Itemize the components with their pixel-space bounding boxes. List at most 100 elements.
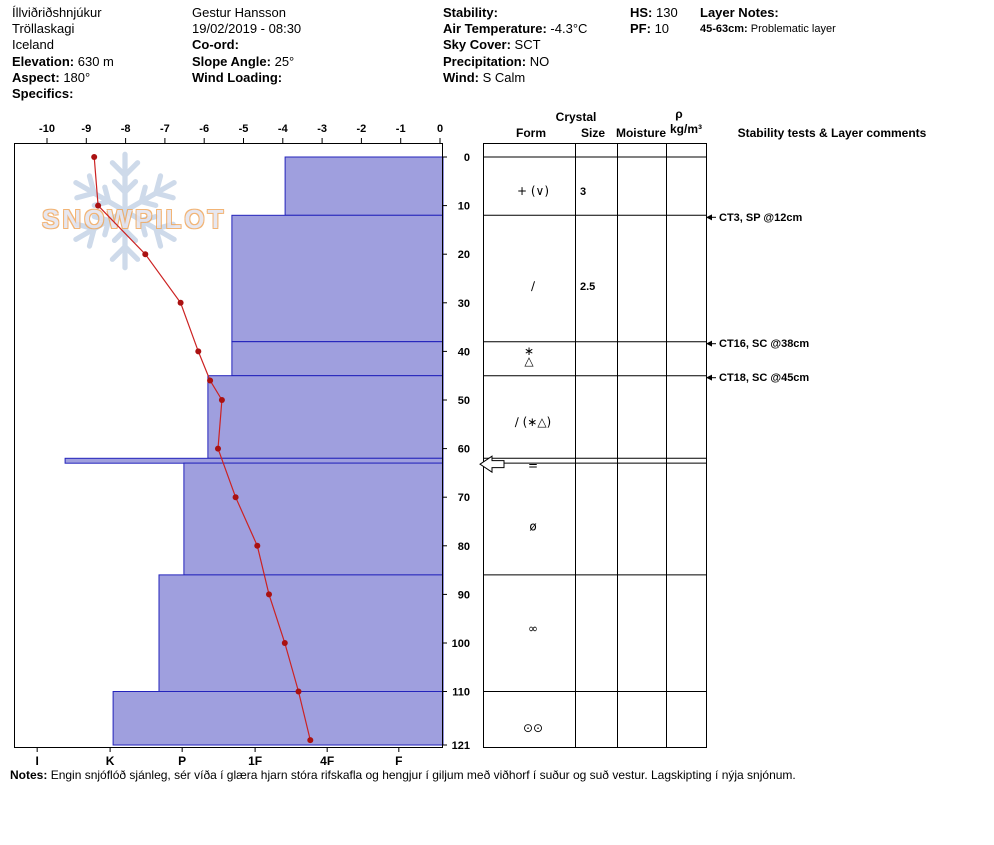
size-header: Size [581,126,605,140]
depth-axis-tick-label: 0 [464,152,470,164]
layer-note-text: Problematic layer [750,23,836,36]
temp-axis-tick-label: -2 [357,123,367,135]
crystal-form-symbol: ø [529,519,536,533]
test-arrowhead-icon [706,214,712,221]
hardness-axis-tick-label: 1F [248,754,262,768]
depth-axis-tick-label: 80 [458,541,470,553]
coord-row: Co-ord: [192,37,301,53]
crystal-header: Crystal [556,110,597,124]
temp-axis-tick-label: -3 [317,123,327,135]
temperature-point [207,377,214,384]
hs-value: 130 [656,5,678,20]
coord-label: Co-ord: [192,37,239,53]
depth-axis-tick-label: 10 [458,201,470,213]
country-name: Iceland [12,37,54,53]
crystal-form-symbol: = [528,459,538,473]
crystal-form-symbol: ∕ [531,279,536,293]
temperature-point [307,737,314,744]
precipitation-label: Precipitation: [443,53,527,69]
hs-label: HS: [630,5,653,20]
observer-name: Gestur Hansson [192,5,286,20]
conditions-column: Stability: Air Temperature: -4.3°C Sky C… [443,5,587,86]
depth-axis-tick-label: 100 [452,638,470,650]
wind-value: S Calm [482,69,526,85]
temp-axis-tick-label: -10 [39,123,55,135]
hardness-axis-tick-label: F [395,754,402,768]
notes-row: Notes: Engin snjóflóð sjánleg, sér víða … [10,768,990,782]
plot-border [14,143,443,748]
hardness-axis-tick-label: P [178,754,186,768]
hardness-axis-tick-label: 4F [320,754,334,768]
stability-test-label: CT16, SC @38cm [719,338,809,350]
notes-label: Notes: [10,768,48,782]
aspect-value: 180° [63,69,91,85]
hardness-bar-layer-5 [183,462,444,576]
wind-loading-row: Wind Loading: [192,70,301,86]
pf-value: 10 [654,21,670,37]
depth-axis-tick-label: 90 [458,589,470,601]
stability-row: Stability: [443,5,587,21]
depth-axis-tick-label: 121 [452,740,470,752]
elevation-label: Elevation: [12,53,75,69]
hardness-bar-layer-4 [64,457,444,464]
temperature-point [195,348,202,355]
hardness-axis-tick-label: K [106,754,115,768]
temp-axis-tick-label: -8 [121,123,131,135]
stability-test-label: CT18, SC @45cm [719,372,809,384]
stability-label: Stability: [443,5,498,20]
test-arrowhead-icon [706,340,712,347]
crystal-form-symbol: ∗ [524,344,534,358]
density-symbol-header: ρ [675,107,682,121]
hardness-bar-layer-0 [284,156,444,216]
depth-axis-tick-label: 110 [452,687,470,699]
snowpack-totals-column: HS: 130 PF: 10 [630,5,678,37]
crystal-form-symbol: ⊙⊙ [523,721,543,735]
temp-axis-tick-label: 0 [437,123,443,135]
precipitation-value: NO [529,53,550,69]
temperature-point [295,688,302,695]
form-header: Form [516,126,546,140]
hardness-bar-layer-1 [231,214,444,343]
observer-info-column: Gestur Hansson 19/02/2019 - 08:30 Co-ord… [192,5,301,86]
aspect-row: Aspect: 180° [12,70,114,86]
slope-angle-label: Slope Angle: [192,53,271,69]
depth-axis-tick-label: 50 [458,395,470,407]
hardness-bar-layer-7 [112,691,444,746]
depth-axis-tick-label: 40 [458,346,470,358]
hardness-bar-layer-2 [231,341,444,377]
crystal-form-symbol: ∞ [528,621,538,635]
depth-axis-tick-label: 70 [458,492,470,504]
test-arrowhead-icon [706,374,712,381]
hs-row: HS: 130 [630,5,678,21]
layer-note-row: 45-63cm: Problematic layer [700,21,836,37]
depth-axis-tick-label: 20 [458,249,470,261]
wind-label: Wind: [443,69,479,85]
temperature-point [95,202,102,209]
temp-axis-tick-label: -9 [81,123,91,135]
temperature-point [177,299,184,306]
layer-notes-label: Layer Notes: [700,5,779,20]
wind-row: Wind: S Calm [443,70,587,86]
temp-axis-tick-label: -7 [160,123,170,135]
crystal-form-symbol: △ [524,354,534,368]
elevation-row: Elevation: 630 m [12,54,114,70]
temperature-point [281,640,288,646]
specifics-row: Specifics: [12,86,114,102]
depth-axis-tick-label: 60 [458,444,470,456]
layer-note-range: 45-63cm: [700,23,748,36]
location-name: Íllviðriðshnjúkur [12,5,102,20]
air-temp-label: Air Temperature: [443,21,547,37]
air-temp-row: Air Temperature: -4.3°C [443,21,587,37]
stability-comments-header: Stability tests & Layer comments [738,126,927,140]
temp-axis-tick-label: -5 [239,123,249,135]
crystal-form-symbol: + (∨) [517,184,549,198]
problem-layer-arrow-icon [479,455,505,474]
moisture-header: Moisture [616,126,666,140]
temperature-point [218,397,225,403]
temperature-point [254,542,261,549]
slope-angle-value: 25° [274,53,295,69]
pf-row: PF: 10 [630,21,678,37]
